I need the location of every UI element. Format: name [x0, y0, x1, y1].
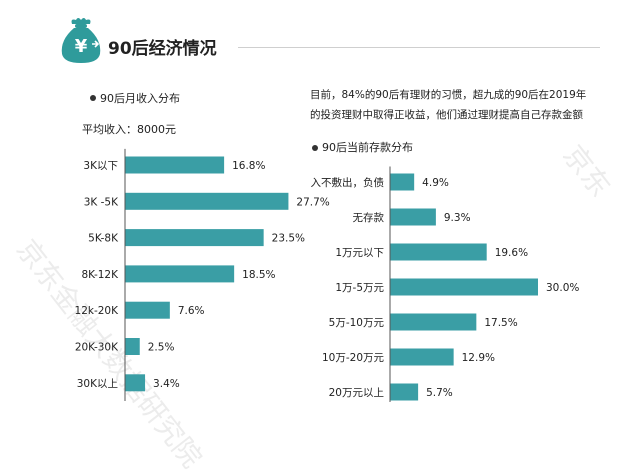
value-label: 2.5%: [148, 342, 175, 354]
bar: [125, 374, 146, 392]
category-label: 3K -5K: [84, 196, 119, 208]
bar: [125, 338, 140, 355]
category-label: 20K-30K: [75, 342, 119, 354]
bar: [125, 265, 235, 283]
value-label: 3.4%: [153, 378, 180, 390]
category-label: 5K-8K: [88, 233, 119, 245]
income-distribution-chart: 3K以下 16.8% 3K -5K 27.7% 5K-8K 23.5% 8K-12K 18.5…: [75, 148, 330, 401]
category-label: 8K-12K: [82, 269, 120, 281]
bullet-dot: [312, 145, 318, 151]
bar: [125, 156, 225, 174]
value-label: 27.7%: [296, 196, 329, 208]
income-chart-heading: 90后月收入分布: [100, 92, 180, 105]
svg-text:¥: ¥: [75, 36, 88, 57]
bar: [125, 301, 170, 319]
savings-chart-heading: 90后当前存款分布: [322, 141, 413, 154]
bar: [125, 192, 289, 210]
average-income-label: 平均收入：8000元: [82, 123, 176, 136]
category-label: 3K以下: [83, 160, 118, 172]
bar: [125, 229, 264, 247]
value-label: 7.6%: [178, 305, 205, 317]
savings-description-line1: 目前，84%的90后有理财的习惯，超九成的90后在2019年: [310, 89, 587, 101]
page-title: 90后经济情况: [108, 39, 217, 59]
value-label: 23.5%: [272, 233, 305, 245]
savings-description-line2: 的投资理财中取得正收益，他们通过理财提高自己存款金额: [310, 109, 583, 121]
value-label: 18.5%: [242, 269, 275, 281]
header-divider: [238, 47, 600, 48]
value-label: 16.8%: [232, 160, 265, 172]
bullet-dot: [90, 95, 96, 101]
category-label: 30K以上: [77, 378, 118, 390]
category-label: 12k-20K: [75, 305, 120, 317]
money-bag-yuan-icon: ¥: [61, 18, 101, 63]
